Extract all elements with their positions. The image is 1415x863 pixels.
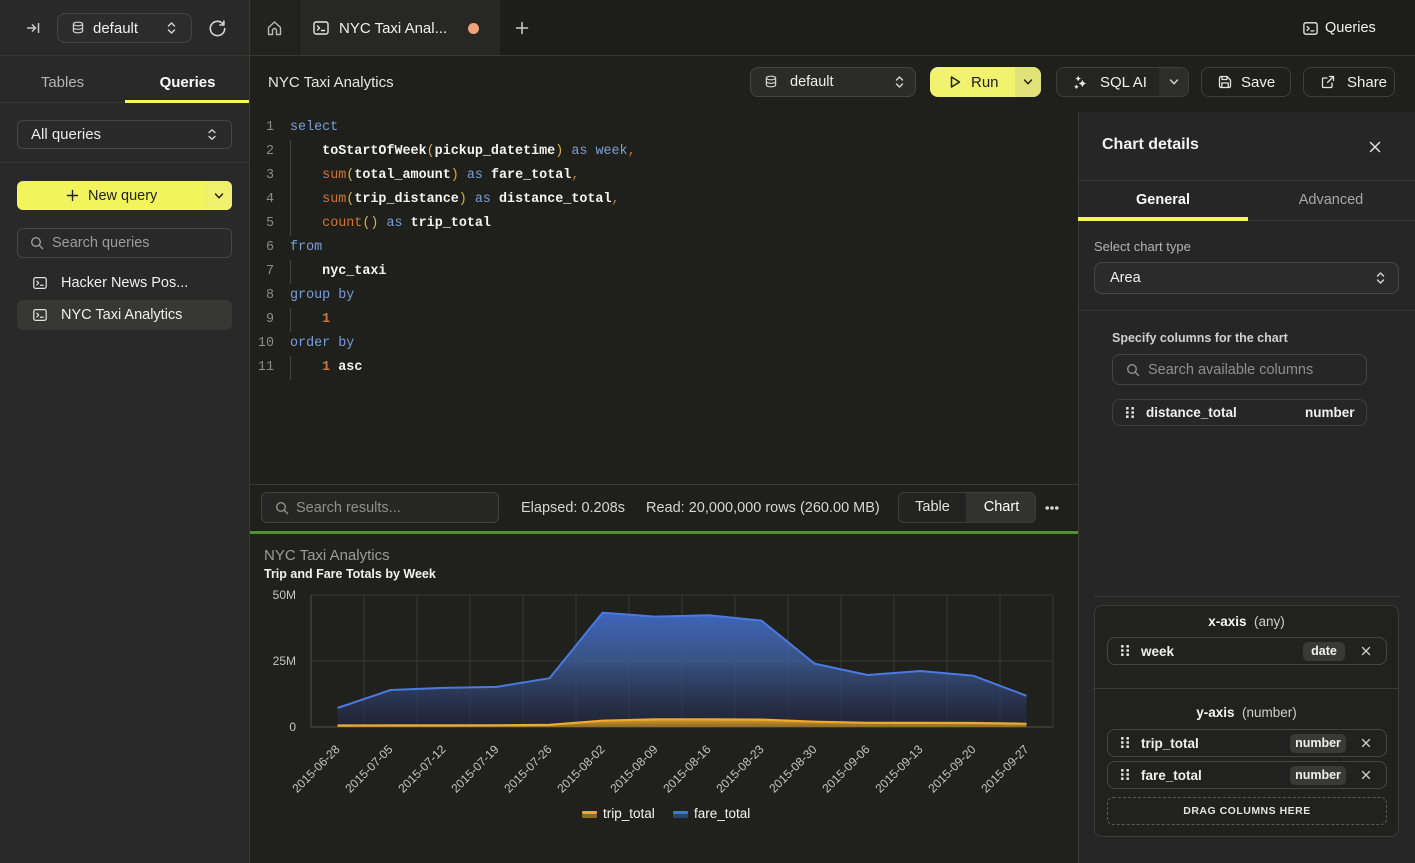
svg-text:2015-09-13: 2015-09-13 xyxy=(872,742,926,796)
svg-text:2015-08-09: 2015-08-09 xyxy=(607,742,661,796)
svg-text:2015-09-27: 2015-09-27 xyxy=(978,742,1032,796)
svg-text:2015-09-20: 2015-09-20 xyxy=(925,742,979,796)
svg-text:2015-07-12: 2015-07-12 xyxy=(395,742,449,796)
svg-text:2015-08-30: 2015-08-30 xyxy=(766,742,820,796)
svg-text:2015-07-26: 2015-07-26 xyxy=(501,742,555,796)
svg-text:2015-09-06: 2015-09-06 xyxy=(819,742,873,796)
svg-text:0: 0 xyxy=(289,720,296,734)
svg-text:2015-07-19: 2015-07-19 xyxy=(448,742,502,796)
svg-text:50M: 50M xyxy=(273,588,296,602)
svg-text:2015-08-16: 2015-08-16 xyxy=(660,742,714,796)
svg-text:2015-08-23: 2015-08-23 xyxy=(713,742,767,796)
svg-text:2015-06-28: 2015-06-28 xyxy=(289,742,343,796)
svg-text:2015-07-05: 2015-07-05 xyxy=(342,742,396,796)
svg-text:25M: 25M xyxy=(273,654,296,668)
svg-text:2015-08-02: 2015-08-02 xyxy=(554,742,608,796)
